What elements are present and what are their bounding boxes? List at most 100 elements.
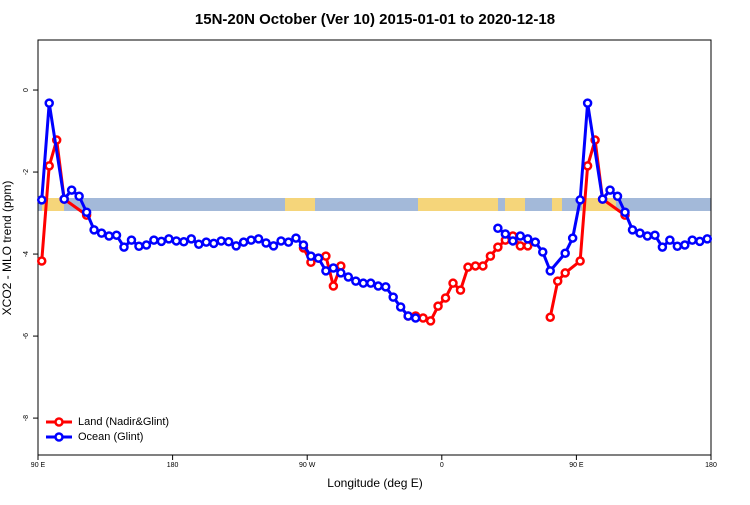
data-point [201, 237, 211, 247]
data-point [672, 241, 683, 252]
x-tick-label: 0 [440, 462, 444, 469]
data-point [515, 231, 526, 241]
plot-frame [37, 39, 712, 456]
data-point [493, 223, 503, 233]
data-point [680, 240, 690, 250]
data-point [321, 251, 331, 261]
data-point [627, 225, 638, 235]
data-point [44, 161, 54, 171]
chart-title: 15N-20N October (Ver 10) 2015-01-01 to 2… [195, 11, 555, 28]
data-point [538, 247, 548, 257]
data-point [291, 233, 301, 243]
data-point [134, 241, 144, 252]
data-point [597, 194, 608, 204]
y-tick-label: -4 [23, 251, 30, 257]
data-point [373, 281, 383, 291]
data-point [695, 236, 705, 247]
data-point [343, 272, 354, 282]
data-point [687, 235, 698, 245]
land-patch [505, 198, 525, 211]
data-point [246, 235, 256, 245]
data-point [418, 313, 428, 323]
data-point [96, 228, 107, 238]
x-tick-label: 90 E [31, 462, 46, 469]
data-point [44, 98, 54, 108]
data-point [268, 241, 279, 251]
x-tick-label: 180 [167, 462, 179, 469]
data-point [657, 242, 668, 252]
y-axis-label: XCO2 - MLO trend (ppm) [0, 181, 14, 316]
legend-label: Land (Nadir&Glint) [78, 416, 169, 428]
data-point [410, 313, 421, 323]
data-point [380, 282, 391, 292]
data-point [231, 241, 241, 251]
data-point [545, 312, 555, 322]
data-point [552, 276, 563, 286]
data-point [306, 251, 316, 261]
data-point [276, 236, 286, 246]
data-point [665, 235, 675, 245]
data-point [575, 256, 585, 266]
data-point [36, 195, 47, 205]
data-point [74, 191, 84, 201]
land-patch [552, 198, 562, 211]
data-point [650, 230, 660, 240]
x-tick-label: 90 W [299, 462, 316, 469]
legend-marker [54, 432, 64, 442]
data-point [530, 237, 541, 247]
legend-marker [54, 417, 64, 427]
data-point [149, 235, 159, 245]
y-tick-label: -8 [23, 415, 30, 421]
y-tick-label: -6 [23, 333, 30, 339]
data-point [328, 281, 339, 291]
data-point [433, 301, 443, 311]
y-tick-label: -2 [23, 169, 30, 175]
data-point [575, 195, 585, 205]
data-point [560, 268, 570, 278]
data-point [238, 237, 249, 247]
data-point [448, 278, 458, 288]
data-point [358, 278, 369, 288]
data-point [642, 231, 653, 241]
data-point [500, 229, 511, 239]
data-point [620, 207, 630, 217]
data-point [321, 266, 331, 276]
data-point [119, 242, 129, 252]
data-point [171, 236, 182, 246]
data-point [395, 302, 406, 312]
land-patch [285, 198, 315, 211]
data-point [388, 292, 398, 302]
legend-label: Ocean (Glint) [78, 431, 143, 443]
data-point [298, 240, 309, 250]
ocean-strip [38, 198, 711, 211]
data-point [545, 266, 555, 276]
data-point [470, 261, 481, 271]
data-point [635, 228, 645, 238]
data-point [59, 194, 69, 204]
data-point [508, 236, 518, 246]
data-point [89, 225, 99, 235]
data-point [612, 191, 623, 201]
x-tick-label: 90 E [569, 462, 584, 469]
data-point [208, 238, 219, 249]
data-point [493, 242, 503, 252]
data-point [515, 241, 526, 251]
data-point [463, 262, 473, 272]
data-point [455, 285, 466, 295]
data-point [425, 316, 436, 326]
data-point [253, 234, 264, 244]
data-point [403, 311, 413, 321]
data-point [66, 185, 77, 195]
data-point [560, 248, 570, 258]
data-point [351, 276, 361, 286]
data-point [186, 234, 197, 244]
data-point [223, 237, 234, 247]
y-tick-label: 0 [23, 88, 30, 92]
data-point [283, 237, 294, 247]
data-point [328, 263, 339, 273]
data-point [366, 278, 376, 288]
data-point [313, 253, 324, 263]
data-point [111, 230, 122, 240]
data-point [440, 293, 451, 303]
